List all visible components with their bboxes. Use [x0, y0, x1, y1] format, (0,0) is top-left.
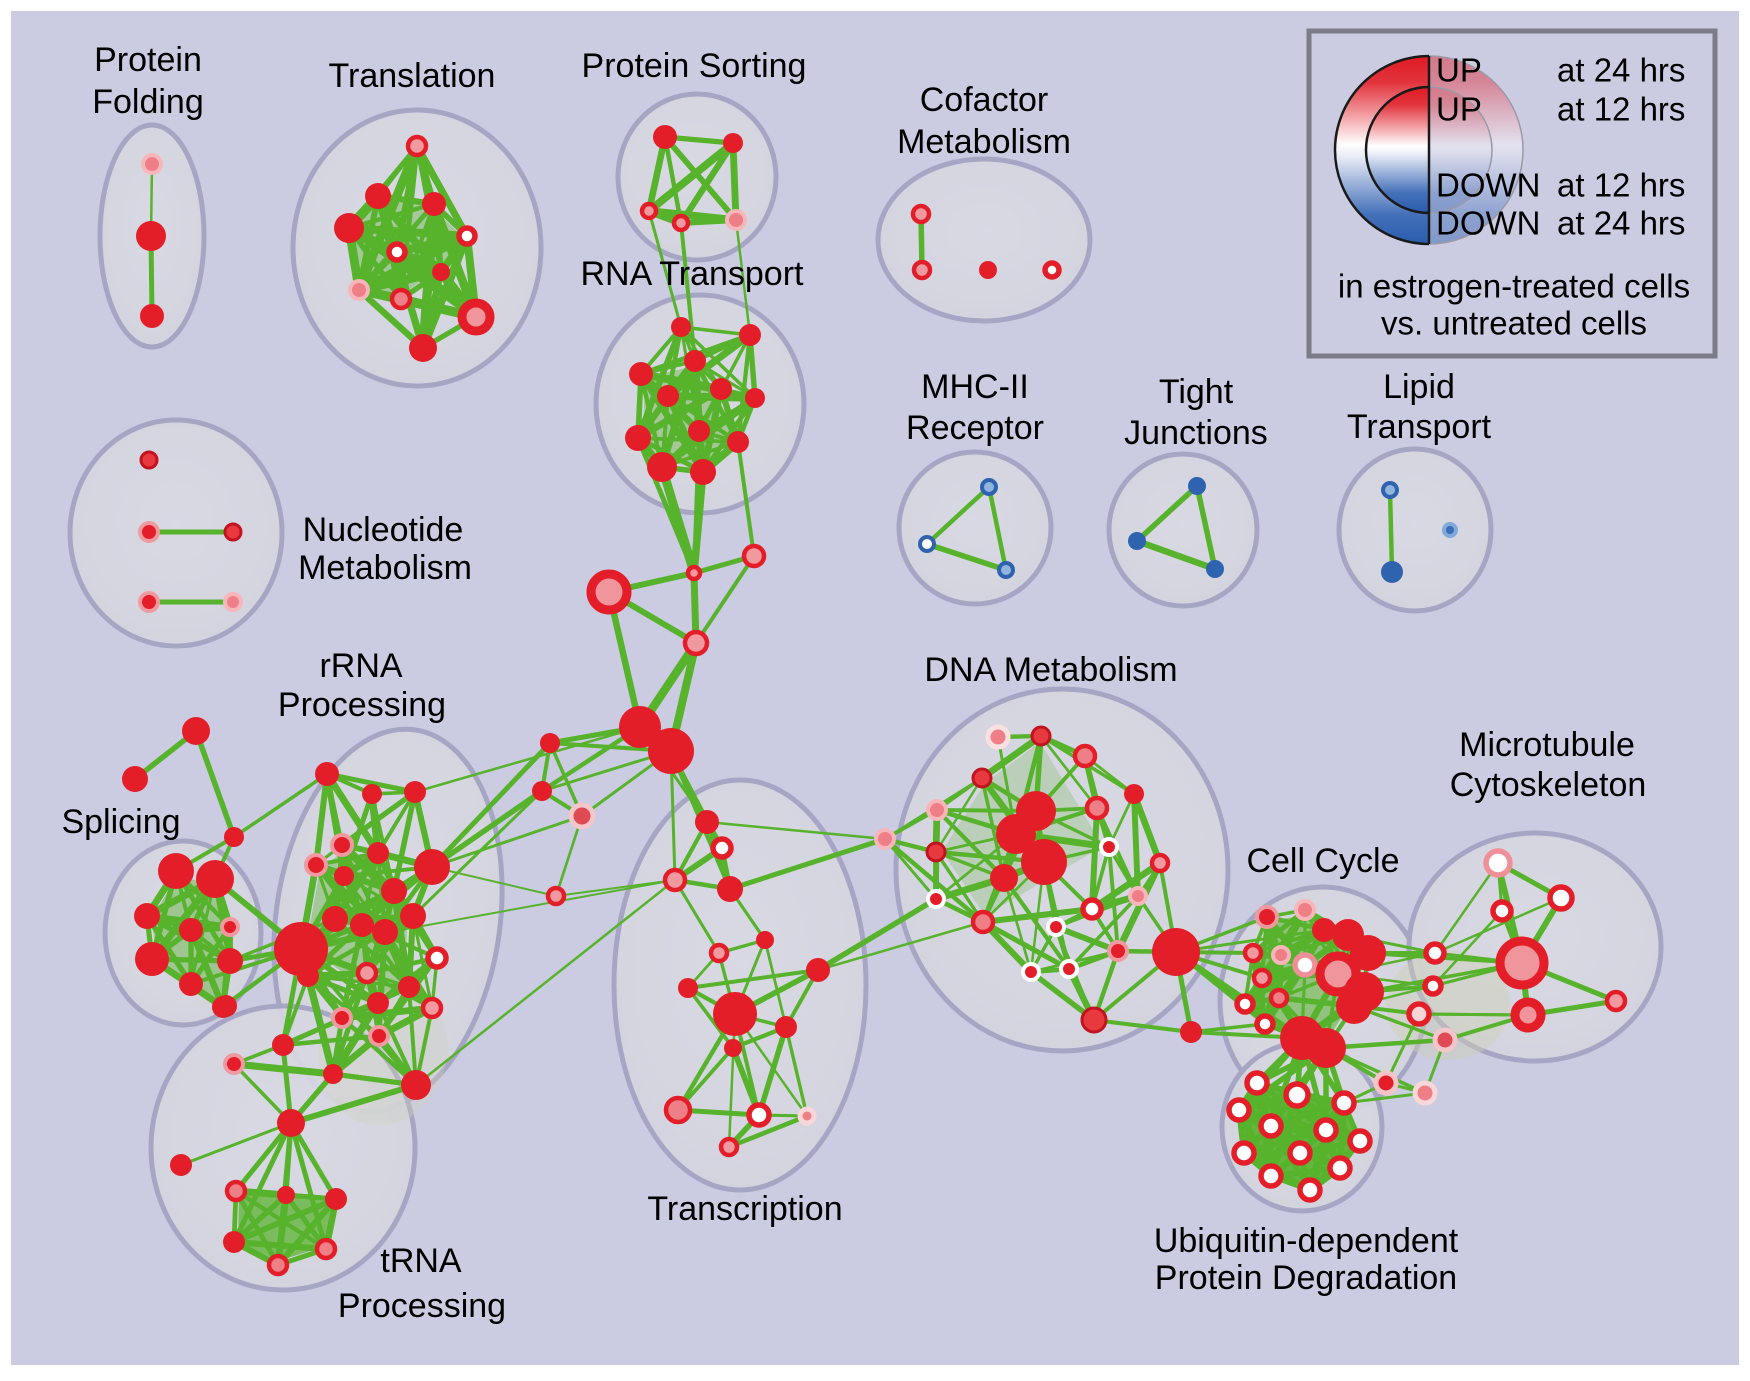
- svg-text:Cytoskeleton: Cytoskeleton: [1450, 766, 1647, 804]
- svg-text:Protein Sorting: Protein Sorting: [582, 47, 807, 85]
- svg-text:Processing: Processing: [338, 1287, 506, 1325]
- svg-text:Ubiquitin-dependent: Ubiquitin-dependent: [1154, 1222, 1459, 1260]
- svg-text:Cofactor: Cofactor: [920, 81, 1049, 119]
- svg-text:Processing: Processing: [278, 686, 446, 724]
- svg-text:vs. untreated cells: vs. untreated cells: [1381, 305, 1647, 342]
- svg-text:Lipid: Lipid: [1383, 368, 1455, 406]
- svg-text:Transcription: Transcription: [647, 1190, 842, 1228]
- svg-text:UP: UP: [1436, 52, 1482, 89]
- svg-text:Splicing: Splicing: [61, 803, 180, 841]
- svg-text:Protein Degradation: Protein Degradation: [1155, 1259, 1457, 1297]
- svg-text:Metabolism: Metabolism: [298, 549, 472, 587]
- svg-text:UP: UP: [1436, 91, 1482, 128]
- svg-text:Cell Cycle: Cell Cycle: [1246, 842, 1399, 880]
- svg-text:Metabolism: Metabolism: [897, 123, 1071, 161]
- svg-text:Microtubule: Microtubule: [1459, 726, 1635, 764]
- svg-text:at 24 hrs: at 24 hrs: [1557, 52, 1685, 89]
- svg-text:Protein: Protein: [94, 41, 202, 79]
- svg-text:in estrogen-treated cells: in estrogen-treated cells: [1338, 268, 1690, 305]
- svg-text:Translation: Translation: [329, 57, 496, 95]
- svg-text:Transport: Transport: [1347, 408, 1492, 446]
- svg-text:at 24 hrs: at 24 hrs: [1557, 205, 1685, 242]
- svg-text:Nucleotide: Nucleotide: [303, 511, 464, 549]
- svg-text:Junctions: Junctions: [1124, 414, 1268, 452]
- svg-text:DOWN: DOWN: [1436, 167, 1540, 204]
- svg-text:rRNA: rRNA: [319, 647, 402, 685]
- svg-text:at 12 hrs: at 12 hrs: [1557, 167, 1685, 204]
- svg-text:MHC-II: MHC-II: [921, 368, 1029, 406]
- svg-text:Folding: Folding: [92, 83, 204, 121]
- svg-text:at 12 hrs: at 12 hrs: [1557, 91, 1685, 128]
- svg-text:tRNA: tRNA: [380, 1242, 462, 1280]
- svg-text:Receptor: Receptor: [906, 409, 1044, 447]
- svg-text:RNA Transport: RNA Transport: [581, 255, 805, 293]
- svg-text:DOWN: DOWN: [1436, 205, 1540, 242]
- svg-text:DNA Metabolism: DNA Metabolism: [924, 651, 1177, 689]
- svg-text:Tight: Tight: [1159, 373, 1234, 411]
